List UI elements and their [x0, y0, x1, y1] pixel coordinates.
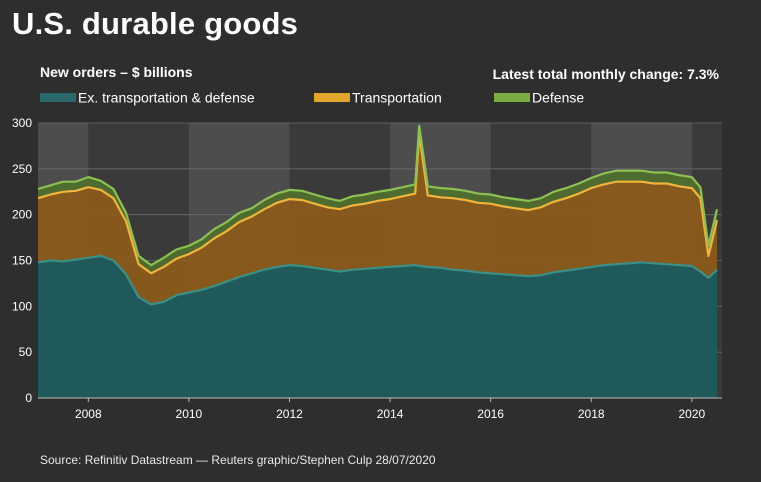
y-tick-label-150: 150 — [12, 254, 32, 268]
y-tick-label-300: 300 — [12, 116, 32, 130]
legend-label-transportation: Transportation — [352, 89, 442, 106]
line-transportation — [37, 133, 719, 275]
legend-item-ex-transportation: Ex. transportation & defense — [40, 88, 255, 106]
y-tick-label-250: 250 — [12, 162, 32, 176]
y-tick-label-0: 0 — [25, 391, 32, 405]
legend-label-ex-transportation: Ex. transportation & defense — [78, 89, 255, 106]
area-transportation — [38, 134, 717, 305]
area-ex-transportation — [38, 255, 717, 398]
legend-item-defense: Defense — [494, 88, 584, 106]
legend-swatch-defense — [494, 92, 530, 102]
axes: 0 50 100 150 200 250 300 2008 2010 2012 2014 2016 20… — [12, 116, 722, 421]
chart-subtitle: New orders – $ billions — [40, 64, 193, 80]
legend-label-defense: Defense — [532, 89, 585, 106]
x-tick-label-2012: 2012 — [276, 407, 303, 421]
y-tick-label-100: 100 — [12, 299, 32, 313]
y-tick-label-200: 200 — [12, 208, 32, 222]
x-tick-label-2014: 2014 — [377, 407, 404, 421]
line-defense — [37, 124, 719, 267]
legend-swatch-transportation — [314, 92, 350, 102]
line-ex-transportation — [37, 254, 718, 306]
legend-swatch-ex-transportation — [40, 92, 76, 102]
x-tick-label-2008: 2008 — [75, 407, 102, 421]
x-tick-label-2018: 2018 — [578, 407, 605, 421]
source-note: Source: Refinitiv Datastream — Reuters g… — [40, 453, 436, 467]
chart-title: U.S. durable goods — [12, 6, 299, 41]
x-tick-label-2010: 2010 — [176, 407, 203, 421]
x-tick-label-2016: 2016 — [477, 407, 504, 421]
legend-item-transportation: Transportation — [314, 88, 442, 106]
chart-areas — [37, 124, 719, 398]
y-tick-label-50: 50 — [19, 345, 33, 359]
latest-change-note: Latest total monthly change: 7.3% — [492, 66, 719, 82]
area-defense — [38, 125, 717, 274]
x-tick-label-2020: 2020 — [678, 407, 705, 421]
